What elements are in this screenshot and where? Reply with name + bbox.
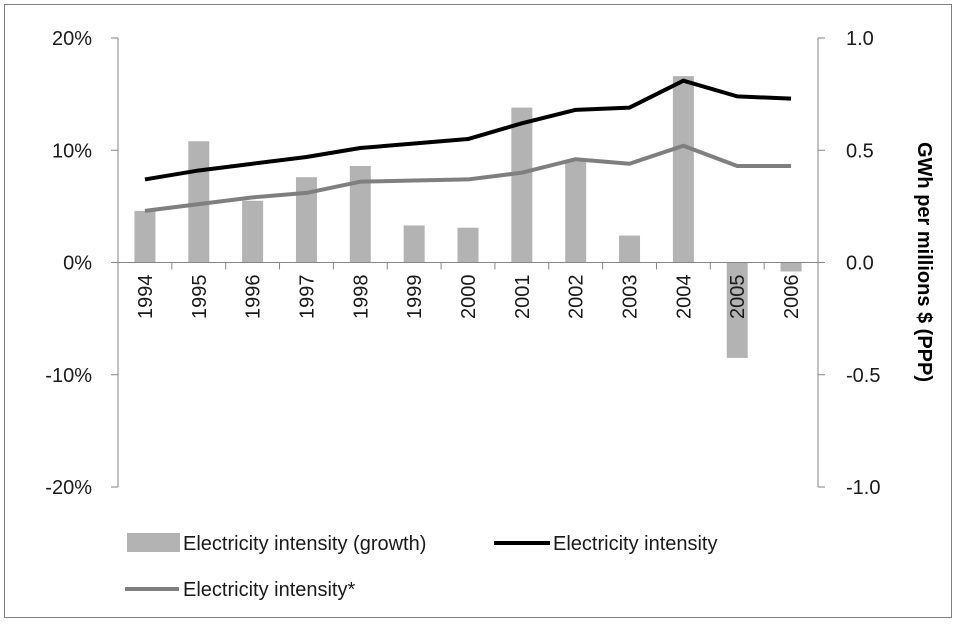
lines-layer: [144, 78, 792, 213]
category-label-1998: 1998: [350, 275, 372, 320]
category-label-1997: 1997: [296, 275, 318, 320]
category-label-2006: 2006: [781, 275, 803, 320]
bar-2004: [672, 76, 694, 263]
bar-1998: [349, 165, 371, 263]
bar-2003: [619, 235, 641, 263]
category-label-2003: 2003: [620, 275, 642, 320]
left-axis-tick-label: 10%: [52, 140, 92, 162]
bar-2000: [457, 227, 479, 263]
legend-label-line-2: Electricity intensity*: [183, 579, 355, 601]
line-series-1: [144, 78, 792, 182]
bar-1996: [242, 200, 264, 263]
legend-label-bar: Electricity intensity (growth): [183, 533, 426, 555]
right-axis-ticks: 1.0 0.5 0.0 -0.5 -1.0: [818, 28, 880, 499]
bar-2006: [780, 262, 802, 272]
right-axis-tick-label: -0.5: [846, 365, 880, 387]
left-axis-ticks: 20% 10% 0% -10% -20%: [45, 28, 118, 499]
legend-label-line-1: Electricity intensity: [553, 533, 718, 555]
chart-frame: [4, 4, 952, 618]
category-label-1996: 1996: [243, 275, 265, 320]
bar-2001: [511, 107, 533, 263]
bar-1999: [403, 225, 425, 263]
axes-layer: [117, 38, 819, 487]
left-axis-tick-label: 20%: [52, 28, 92, 50]
right-axis-title: GWh per millions $ (PPP): [913, 142, 935, 382]
left-axis-tick-label: -20%: [45, 477, 92, 499]
bars-layer: [134, 76, 802, 358]
right-axis-tick-label: 0.5: [846, 140, 874, 162]
category-label-2004: 2004: [673, 275, 695, 320]
category-label-2005: 2005: [727, 275, 749, 320]
right-axis-tick-label: 0.0: [846, 253, 874, 275]
right-axis-tick-label: 1.0: [846, 28, 874, 50]
category-label-2002: 2002: [566, 275, 588, 320]
category-label-2001: 2001: [512, 275, 534, 320]
left-axis-tick-label: 0%: [63, 253, 92, 275]
legend: Electricity intensity (growth) Electricit…: [125, 533, 718, 601]
category-label-2000: 2000: [458, 275, 480, 320]
category-label-1994: 1994: [135, 275, 157, 320]
left-axis-tick-label: -10%: [45, 365, 92, 387]
bar-2002: [565, 161, 587, 263]
bar-1994: [134, 210, 156, 263]
bar-2005: [726, 262, 748, 358]
legend-swatch-bar: [127, 533, 180, 552]
category-label-1999: 1999: [404, 275, 426, 320]
category-label-1995: 1995: [189, 275, 211, 320]
category-ticks: 1994 1995 1996 1997 1998 1999 2000 2001 2002 2003…: [117, 262, 819, 320]
line-series-2: [144, 143, 792, 213]
bar-1997: [295, 177, 317, 263]
right-axis-tick-label: -1.0: [846, 477, 880, 499]
